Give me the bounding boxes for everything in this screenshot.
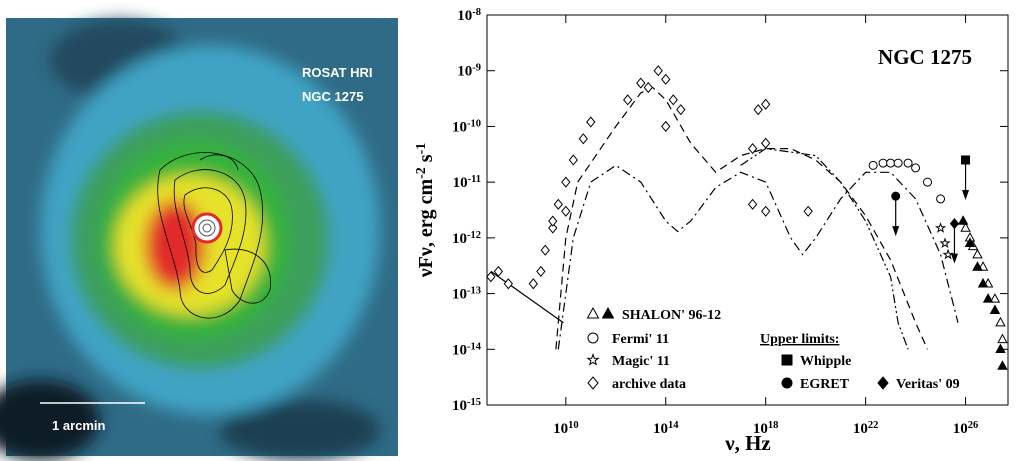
legend-label: EGRET [800,377,850,392]
point [937,195,945,203]
x-tick-label: 1026 [953,420,979,438]
y-tick-label: 10-8 [457,7,481,25]
legend-label: Magic' 11 [612,354,670,369]
image-label: ROSAT HRI [302,65,373,80]
point [879,159,887,167]
legend-symbol [588,333,598,343]
legend-label: SHALON' 96-12 [622,308,721,323]
point [991,306,1000,314]
point [662,122,670,132]
point [562,206,570,216]
point [762,99,770,109]
point [762,206,770,216]
chart-title: NGC 1275 [878,45,972,69]
y-tick-label: 10-13 [452,285,481,303]
y-tick-label: 10-11 [453,174,481,192]
point [504,279,512,289]
y-axis-label: νFν, erg cm-2 s-1 [414,143,438,279]
point [998,361,1007,369]
legend-label: archive data [612,377,686,392]
point [924,178,932,186]
model-curve [491,271,564,322]
legend-label: Veritas' 09 [896,377,960,392]
point [749,200,757,210]
point [904,159,912,167]
legend-label: Fermi' 11 [612,332,669,347]
x-tick-label: 1022 [853,420,879,438]
point [959,216,968,224]
point [541,245,549,255]
point [996,318,1005,326]
x-tick-label: 1018 [753,420,779,438]
point [537,267,545,277]
legend-symbol [588,377,598,389]
point [996,344,1005,352]
point [549,216,557,226]
x-tick-label: 1014 [653,420,679,438]
point [644,83,652,93]
legend-symbol [878,377,888,389]
legend-symbol [588,308,599,318]
point [950,219,958,229]
point [894,159,902,167]
point [869,161,877,169]
point [887,159,895,167]
point [944,250,952,258]
point [892,192,900,200]
point [762,138,770,148]
legend-symbol [782,378,792,388]
upper-limit-arrowhead [951,254,958,264]
point [554,200,562,210]
point [962,156,970,164]
point [973,250,982,258]
legend-symbol [782,355,792,365]
point [984,294,993,302]
legend-symbol [603,308,614,318]
y-tick-label: 10-9 [457,62,481,80]
y-tick-label: 10-12 [452,229,481,247]
point [587,117,595,127]
legend-heading: Upper limits: [760,332,839,347]
point [637,78,645,88]
point [754,105,762,115]
point [677,105,685,115]
upper-limit-arrowhead [892,226,899,236]
x-tick-label: 1010 [553,420,579,438]
xray-image: ROSAT HRI NGC 1275 1 arcmin [0,18,398,460]
image-label: 1 arcmin [52,418,106,433]
y-tick-label: 10-10 [452,118,481,136]
point [579,134,587,144]
point [804,206,812,216]
point [998,335,1007,343]
legend-symbol [588,355,598,365]
point [912,164,920,172]
y-tick-label: 10-14 [452,341,482,359]
point [562,177,570,187]
image-label: NGC 1275 [302,89,363,104]
upper-limit-arrowhead [962,190,969,200]
y-tick-label: 10-15 [452,397,481,415]
core [193,214,221,242]
point [654,66,662,76]
point [669,95,677,105]
point [569,155,577,165]
point [624,95,632,105]
legend-label: Whipple [800,354,851,369]
model-curve [556,88,928,350]
point [529,279,537,289]
model-curve [741,149,908,350]
figure: ROSAT HRI NGC 1275 1 arcmin NGC 1275 ν, … [0,0,1023,461]
point [936,224,944,232]
point [941,239,949,247]
point [662,75,670,85]
